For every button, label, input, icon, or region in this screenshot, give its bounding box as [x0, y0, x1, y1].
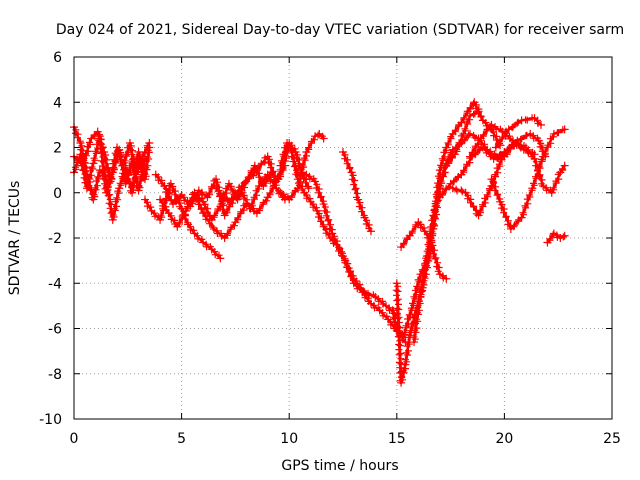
- y-axis-label: SDTVAR / TECUs: [7, 181, 23, 296]
- series-markers: [389, 110, 479, 339]
- series-track-11: [293, 168, 401, 319]
- series-markers: [71, 135, 149, 194]
- data-point-marker: [360, 288, 369, 297]
- y-tick-label: 6: [53, 50, 62, 66]
- data-point-marker: [560, 231, 569, 240]
- y-tick-label: -10: [39, 412, 62, 428]
- series-track-21: [491, 114, 545, 152]
- series-track-13: [392, 98, 505, 387]
- chart-title: Day 024 of 2021, Sidereal Day-to-day VTE…: [56, 22, 624, 38]
- series-markers: [341, 151, 373, 232]
- y-tick-label: 0: [53, 186, 62, 202]
- series-markers: [392, 100, 503, 385]
- series-track-6: [156, 161, 276, 231]
- series-trace: [296, 171, 399, 317]
- x-tick-label: 10: [280, 431, 298, 447]
- series-track-9: [276, 138, 410, 347]
- y-tick-label: -8: [48, 367, 62, 383]
- x-tick-label: 25: [603, 431, 621, 447]
- data-point-marker: [448, 184, 457, 193]
- x-tick-label: 5: [177, 431, 186, 447]
- data-point-marker: [530, 150, 539, 159]
- series-markers: [298, 169, 398, 317]
- x-tick-label: 20: [495, 431, 513, 447]
- series-track-10: [276, 129, 328, 204]
- grid-lines: [74, 57, 612, 419]
- series-track-12: [339, 148, 375, 236]
- x-tick-label: 0: [70, 431, 79, 447]
- series-track-15: [397, 218, 451, 283]
- series-markers: [494, 114, 542, 149]
- series-track-22: [543, 229, 569, 247]
- data-point-marker: [293, 168, 302, 177]
- y-tick-label: 2: [53, 141, 62, 157]
- series-markers: [468, 123, 537, 158]
- series-trace: [490, 128, 566, 231]
- series-markers: [489, 126, 567, 231]
- series-track-20: [487, 125, 569, 233]
- data-point-marker: [465, 129, 474, 138]
- series-track-7: [190, 161, 289, 242]
- x-tick-label: 15: [388, 431, 406, 447]
- series-track-19: [465, 120, 539, 161]
- y-tick-label: -2: [48, 231, 62, 247]
- series-layer: [70, 98, 569, 387]
- y-tick-label: -6: [48, 322, 62, 338]
- x-axis-label: GPS time / hours: [281, 458, 398, 474]
- data-point-marker: [474, 107, 483, 116]
- series-track-3: [70, 132, 150, 197]
- series-markers: [546, 231, 567, 244]
- y-tick-label: 4: [53, 95, 62, 111]
- y-tick-label: -4: [48, 276, 62, 292]
